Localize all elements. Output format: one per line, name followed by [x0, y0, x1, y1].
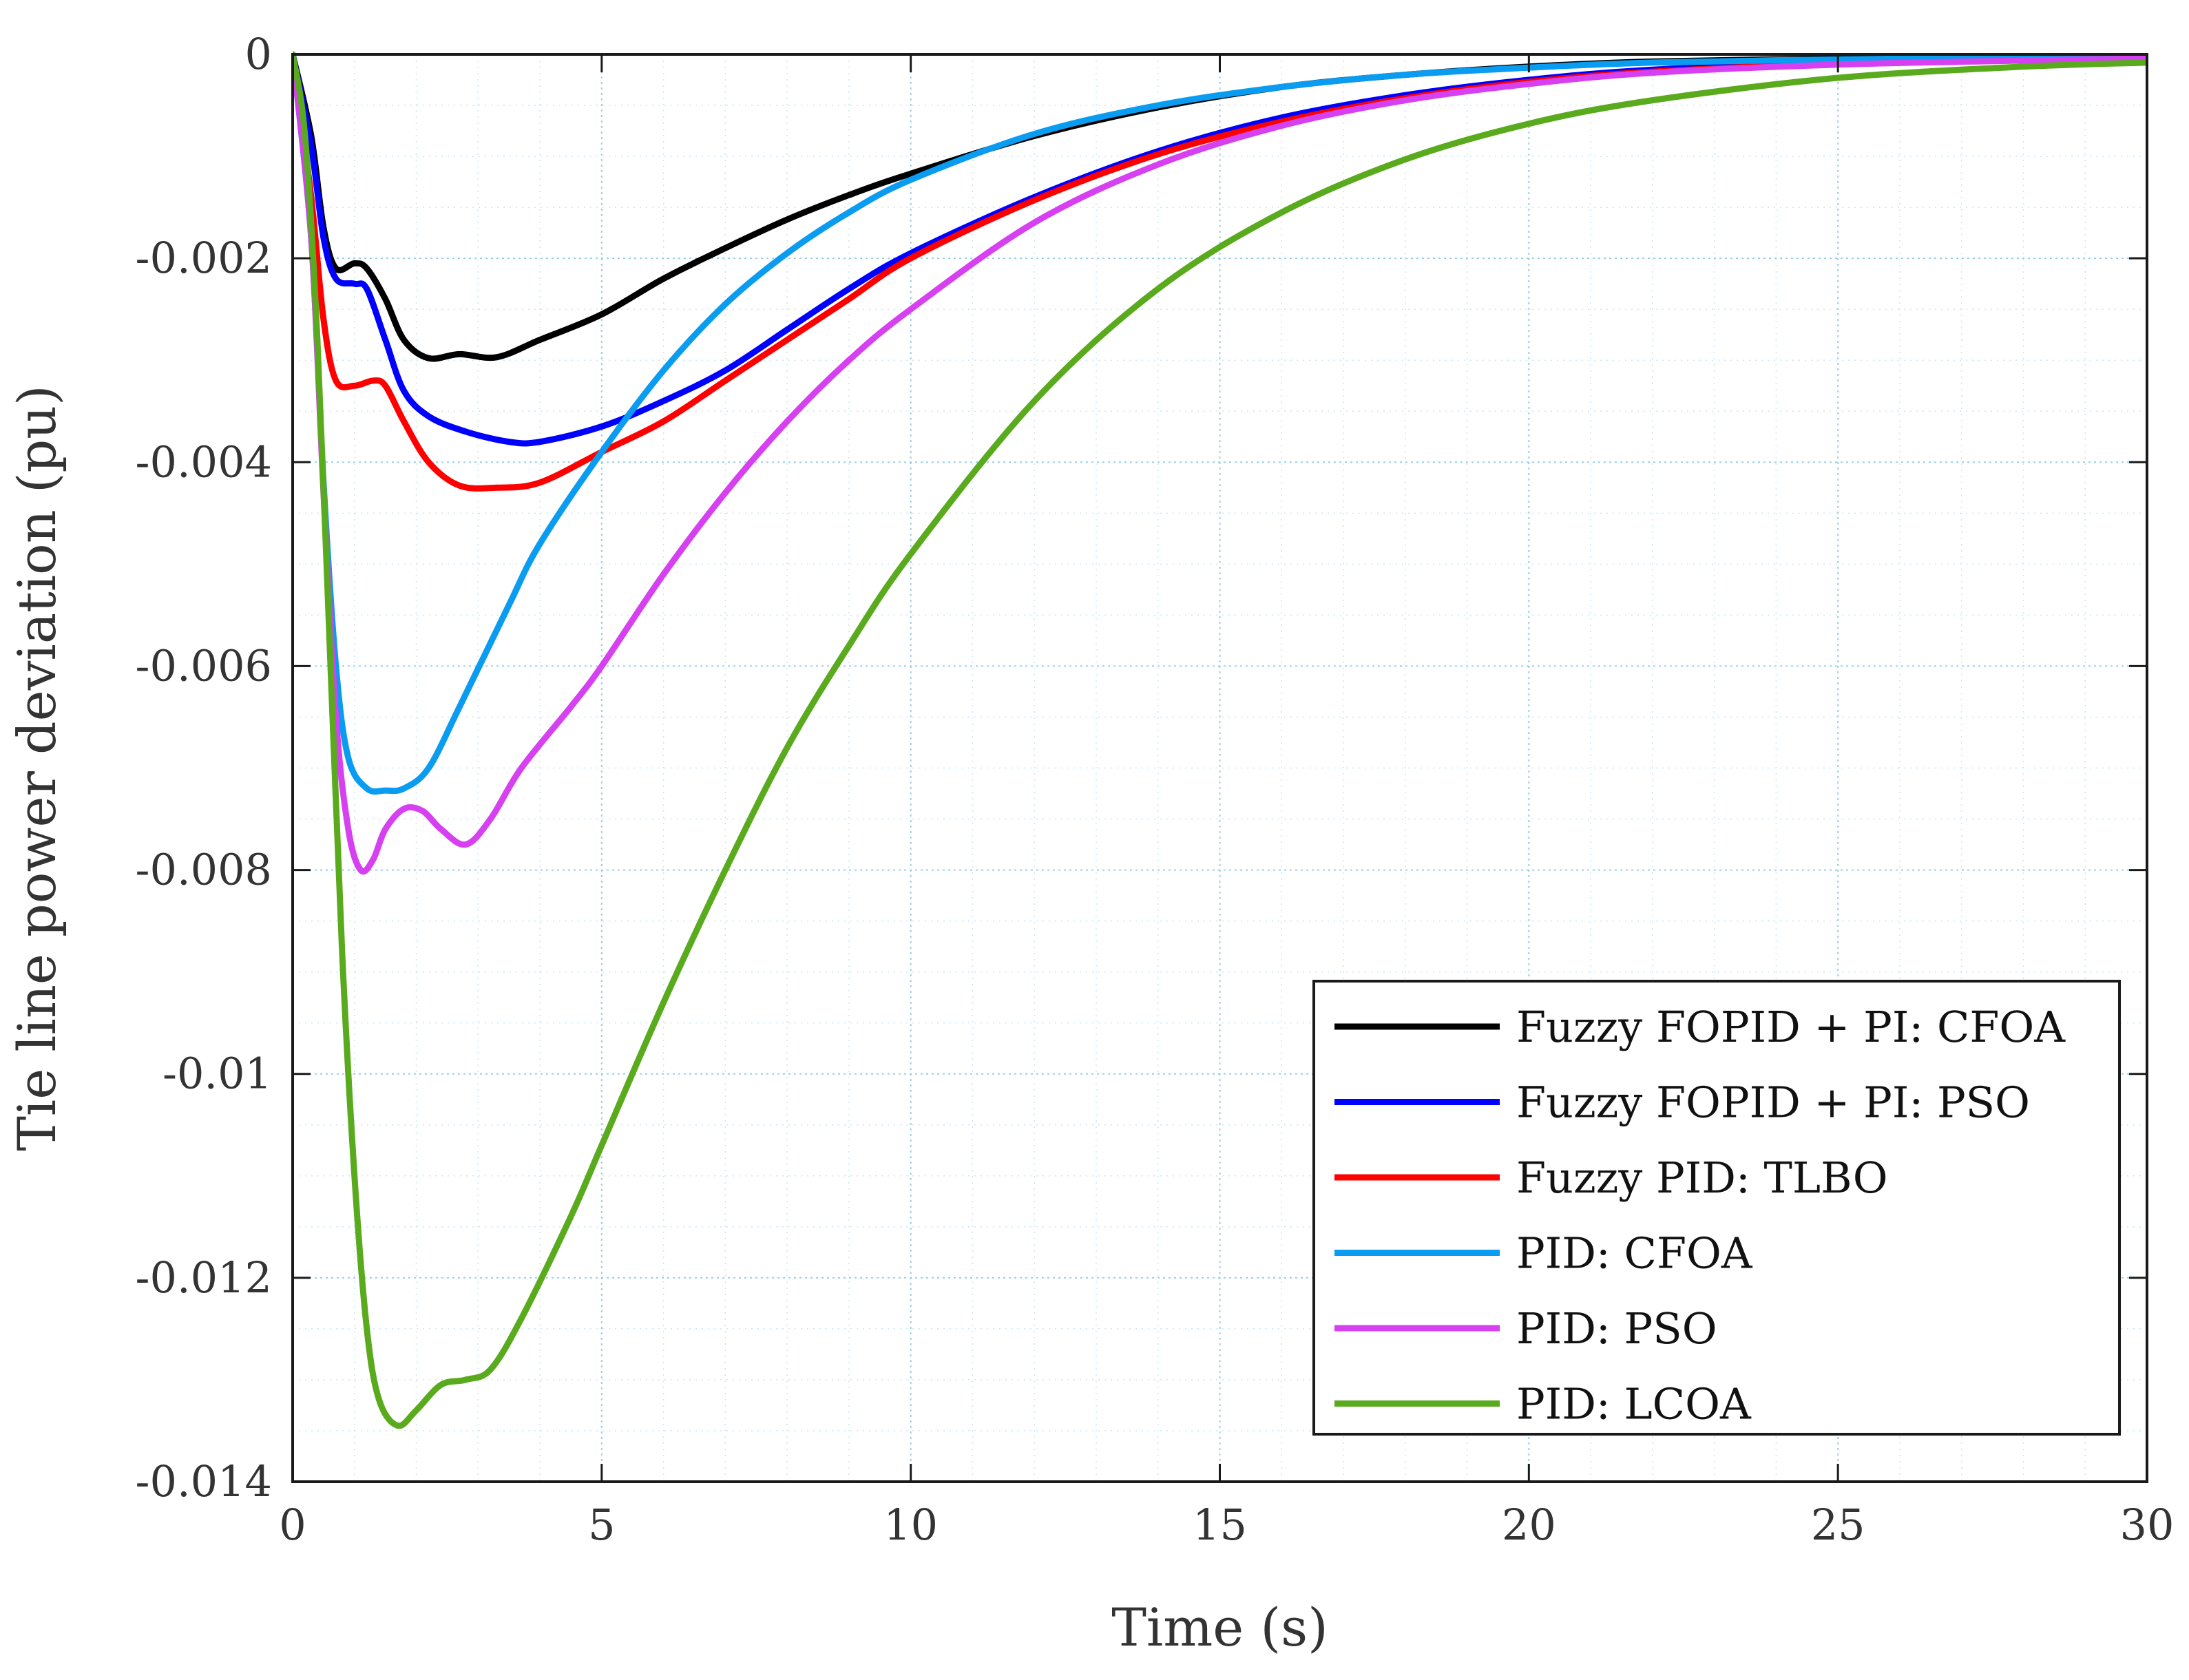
- y-tick-label: -0.01: [163, 1049, 272, 1099]
- y-tick-label: 0: [245, 29, 272, 79]
- legend-items: Fuzzy FOPID + PI: CFOA Fuzzy FOPID + PI: …: [1334, 1002, 2066, 1429]
- y-tick-label: -0.012: [136, 1252, 272, 1303]
- y-tick-labels: 0 -0.002 -0.004 -0.006 -0.008 -0.01 -0.012 -0.0…: [136, 29, 272, 1506]
- series-line-pid-pso: [293, 51, 2147, 875]
- y-tick-label: -0.014: [136, 1456, 272, 1506]
- legend-item-pid-pso: PID: PSO: [1334, 1303, 1717, 1354]
- tick-marks: [291, 53, 2148, 1483]
- x-tick-label: 25: [1811, 1500, 1865, 1550]
- legend-item-fuzzy-pid-tlbo: Fuzzy PID: TLBO: [1334, 1153, 1888, 1203]
- legend-label: PID: CFOA: [1516, 1228, 1753, 1279]
- y-tick-label: -0.008: [136, 845, 272, 895]
- legend-label: Fuzzy FOPID + PI: CFOA: [1516, 1002, 2066, 1052]
- series-line-pid-cfoa: [293, 51, 2147, 795]
- y-axis-label: Tie line power deviation (pu): [6, 385, 67, 1151]
- major-grid: [293, 54, 2147, 1482]
- x-tick-label: 20: [1502, 1500, 1556, 1550]
- legend-label: Fuzzy PID: TLBO: [1516, 1153, 1888, 1203]
- x-tick-label: 0: [279, 1500, 306, 1550]
- y-tick-label: -0.002: [136, 233, 272, 283]
- legend-item-pid-cfoa: PID: CFOA: [1334, 1228, 1753, 1279]
- x-tick-label: 30: [2120, 1500, 2175, 1550]
- legend-item-fuzzy-fopid-pi-cfoa: Fuzzy FOPID + PI: CFOA: [1334, 1002, 2066, 1052]
- x-tick-labels: 0 5 10 15 20 25 30: [279, 1500, 2174, 1550]
- legend-item-fuzzy-fopid-pi-pso: Fuzzy FOPID + PI: PSO: [1334, 1078, 2030, 1128]
- legend-item-pid-lcoa: PID: LCOA: [1334, 1379, 1752, 1429]
- legend-box: [1312, 980, 2121, 1436]
- y-tick-label: -0.006: [136, 640, 272, 691]
- x-tick-label: 5: [588, 1500, 615, 1550]
- series-layer: [293, 51, 2147, 1429]
- legend-label: PID: LCOA: [1516, 1379, 1752, 1429]
- y-tick-label: -0.004: [136, 437, 272, 487]
- x-tick-label: 15: [1193, 1500, 1247, 1550]
- x-axis-label: Time (s): [1111, 1597, 1328, 1658]
- legend: Fuzzy FOPID + PI: CFOA Fuzzy FOPID + PI: …: [1312, 980, 2121, 1436]
- series-line-pid-lcoa: [293, 51, 2147, 1429]
- legend-label: Fuzzy FOPID + PI: PSO: [1516, 1078, 2030, 1128]
- legend-label: PID: PSO: [1516, 1303, 1717, 1354]
- x-tick-label: 10: [883, 1500, 938, 1550]
